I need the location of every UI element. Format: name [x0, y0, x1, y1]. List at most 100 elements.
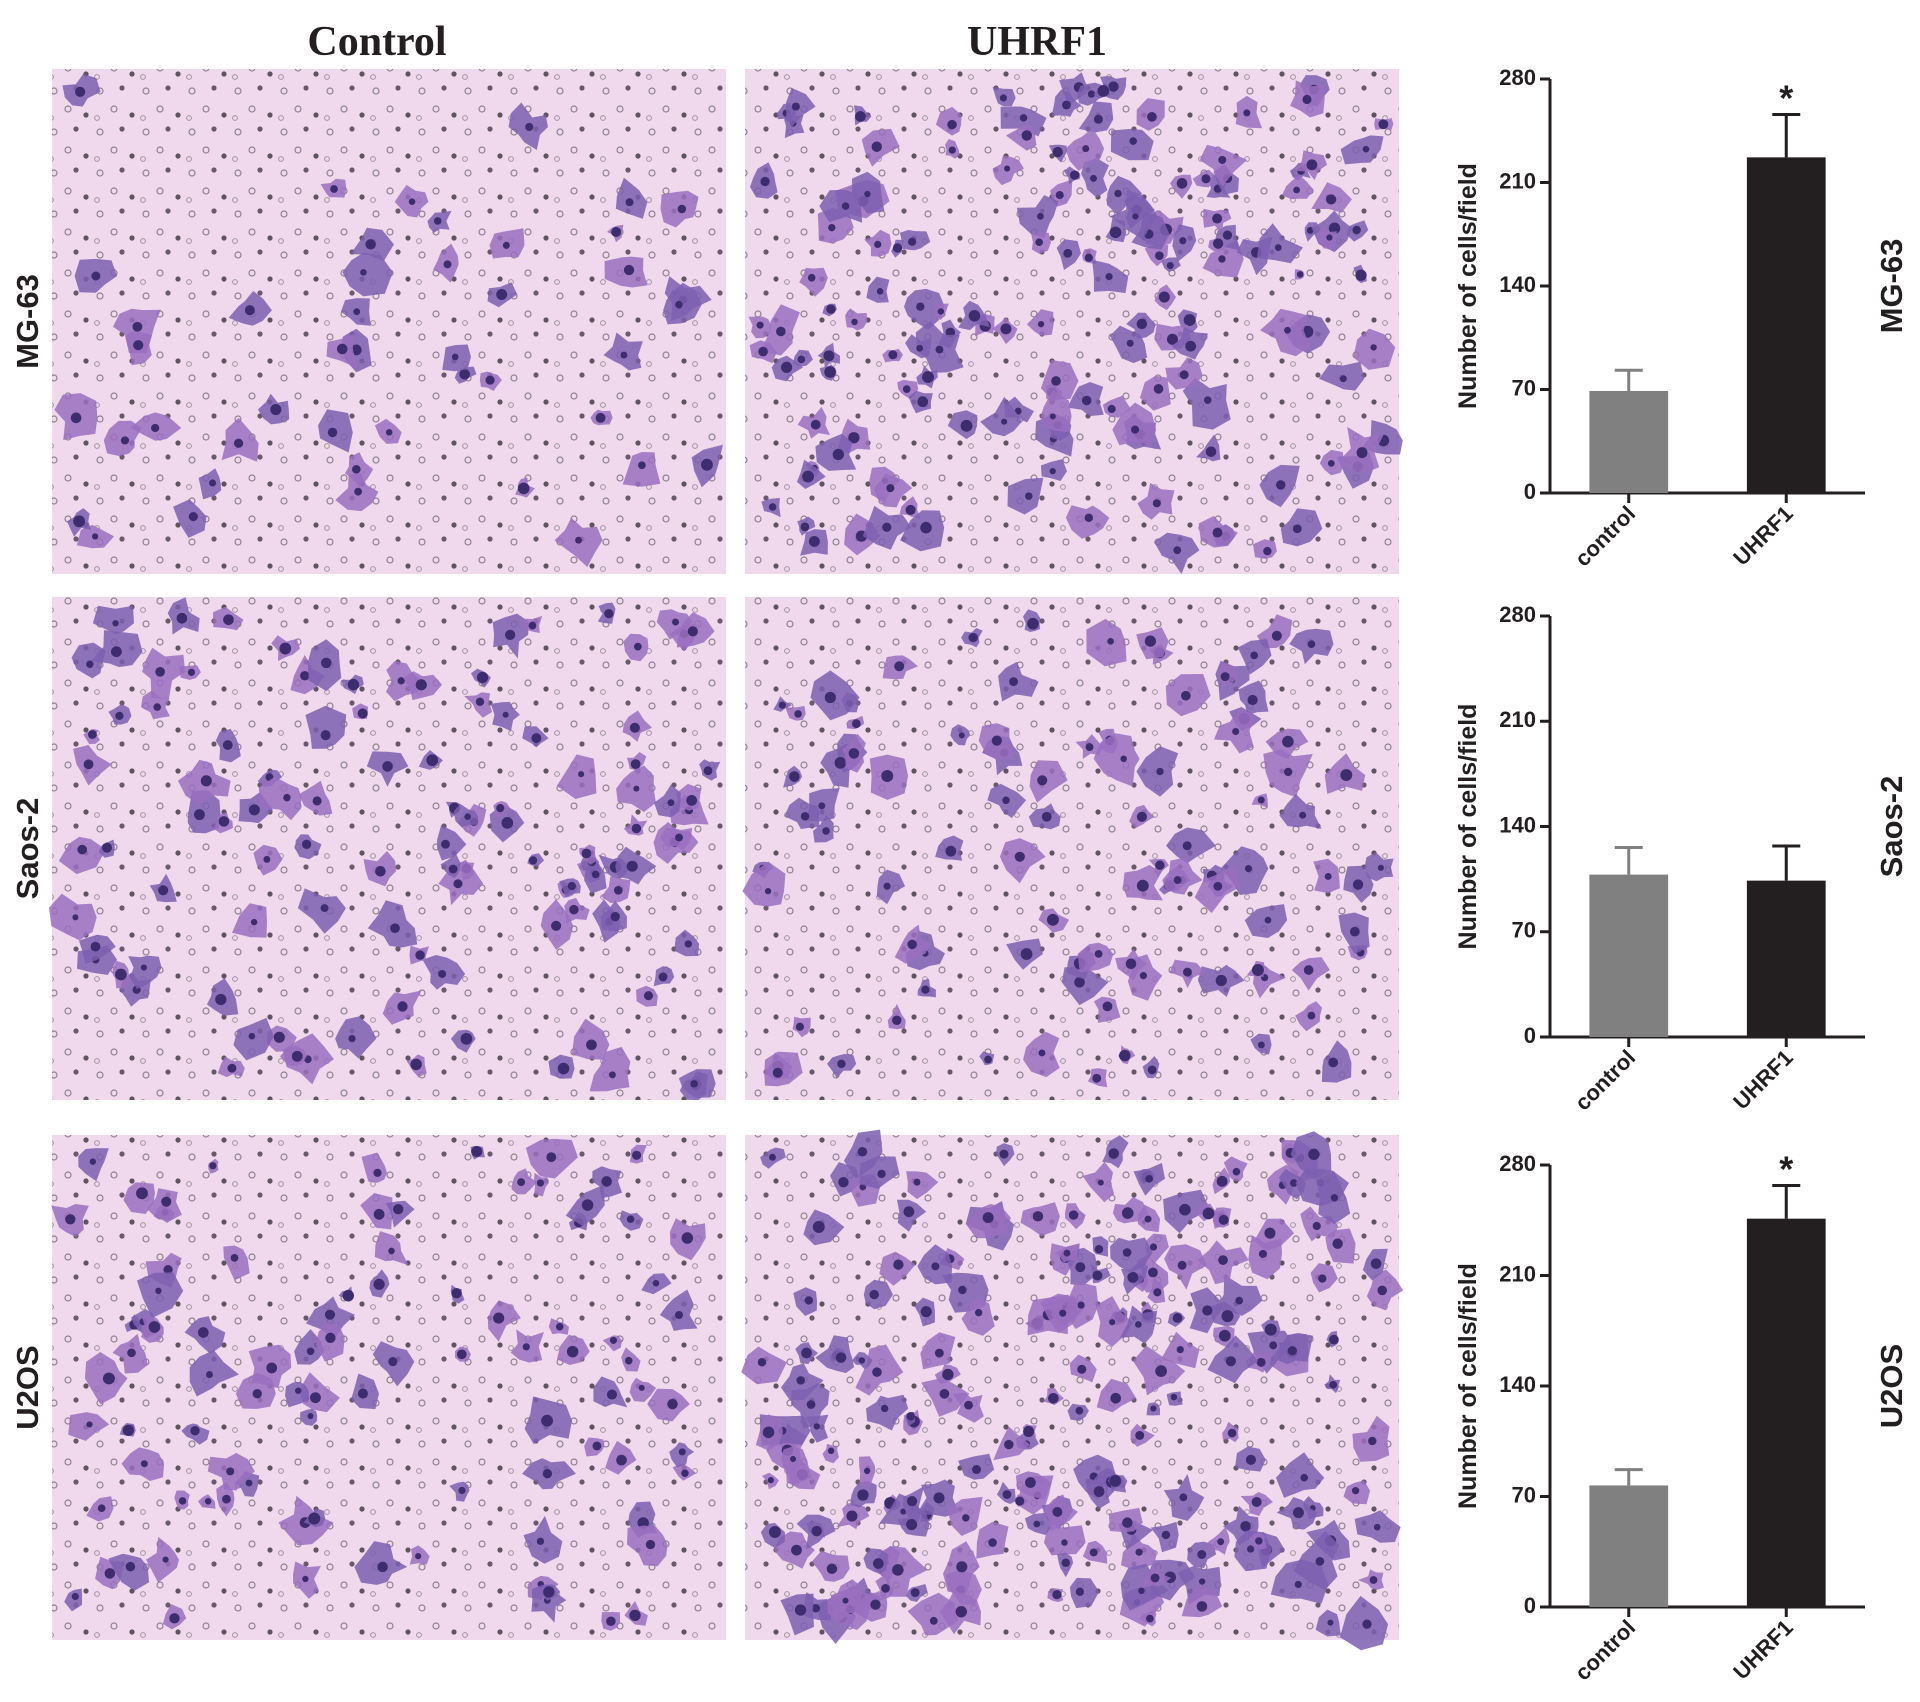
cell-nucleus [1373, 1523, 1381, 1531]
cell-nucleus [1369, 1576, 1378, 1584]
cell-nucleus [1093, 114, 1103, 124]
cell-nucleus [892, 1564, 904, 1576]
y-tick-label: 0 [1524, 479, 1536, 504]
cell-nucleus [133, 340, 144, 351]
chart-label: MG-63 [1874, 239, 1909, 334]
cell-nucleus [1284, 326, 1291, 334]
cell-nucleus [888, 350, 898, 360]
micrograph [745, 69, 1403, 574]
cell-nucleus [1052, 146, 1063, 158]
cell-nucleus [324, 1309, 336, 1320]
cell-nucleus [1074, 976, 1085, 988]
stained-cell [876, 869, 906, 905]
cell-nucleus [1077, 1364, 1087, 1374]
cell-nucleus [1299, 811, 1307, 819]
cell-nucleus [1179, 370, 1189, 380]
cell-nucleus [517, 482, 530, 495]
cell-nucleus [791, 102, 800, 111]
cell-nucleus [974, 1308, 983, 1317]
cell-nucleus [795, 1022, 804, 1031]
stained-cell [58, 836, 106, 875]
cell-nucleus [357, 708, 368, 719]
y-tick-label: 0 [1524, 1593, 1536, 1618]
cell-nucleus [791, 1544, 802, 1556]
cell-nucleus [905, 504, 916, 516]
cell-nucleus [408, 198, 416, 205]
cell-nucleus [942, 1368, 954, 1381]
cell-nucleus [701, 458, 713, 471]
cell-nucleus [1292, 1507, 1304, 1519]
micrograph [49, 597, 726, 1100]
cell-nucleus [658, 972, 668, 982]
stained-cell [1220, 846, 1269, 895]
stained-cell [1275, 1452, 1325, 1498]
cell-nucleus [971, 1465, 981, 1475]
cell-nucleus [1222, 230, 1233, 240]
cell-nucleus [864, 190, 871, 198]
cell-nucleus [756, 321, 764, 329]
cell-nucleus [354, 487, 363, 496]
cell-nucleus [608, 1071, 616, 1079]
cell-nucleus [900, 1508, 907, 1515]
cell-nucleus [1002, 1490, 1012, 1499]
cell-nucleus [606, 1389, 618, 1400]
cell-nucleus [1329, 1334, 1339, 1345]
cell-nucleus [768, 1526, 781, 1539]
cell-nucleus [667, 799, 675, 807]
cell-nucleus [1094, 949, 1103, 958]
cell-nucleus [827, 1447, 835, 1455]
cell-nucleus [1122, 1248, 1132, 1257]
cell-nucleus [1218, 1255, 1228, 1265]
cell-nucleus [892, 1015, 902, 1025]
stained-cell [786, 87, 816, 128]
cell-nucleus [1052, 1590, 1062, 1600]
cell-nucleus [453, 879, 463, 889]
cell-nucleus [104, 1568, 116, 1579]
cell-nucleus [1015, 1496, 1025, 1506]
cell-nucleus [222, 1494, 231, 1504]
stained-cell [1040, 390, 1072, 433]
cell-nucleus [810, 419, 821, 430]
cell-nucleus [581, 1199, 594, 1211]
cell-nucleus [842, 1597, 849, 1604]
cell-nucleus [1356, 447, 1368, 459]
cell-nucleus [872, 1367, 882, 1377]
cell-nucleus [872, 1558, 884, 1569]
cell-nucleus [1218, 155, 1227, 164]
cell-nucleus [448, 864, 458, 874]
cell-nucleus [1202, 1305, 1213, 1316]
y-tick-label: 210 [1499, 1261, 1536, 1286]
stained-cell [1061, 966, 1109, 1006]
x-tick-label: control [1570, 1045, 1640, 1115]
cell-nucleus [148, 1321, 161, 1333]
cell-nucleus [913, 1178, 921, 1186]
cell-nucleus [823, 350, 835, 362]
cell-nucleus [826, 304, 836, 314]
cell-nucleus [230, 1253, 239, 1262]
column-header: Control [307, 19, 446, 65]
cell-nucleus [1108, 81, 1119, 92]
cell-nucleus [1221, 1310, 1234, 1323]
cell-nucleus [645, 1539, 656, 1550]
cell-nucleus [780, 361, 793, 373]
cell-nucleus [1332, 1238, 1343, 1249]
cell-nucleus [631, 823, 642, 834]
cell-nucleus [606, 1616, 616, 1626]
cell-nucleus [595, 412, 606, 423]
cell-nucleus [863, 1467, 871, 1475]
cell-nucleus [1032, 1211, 1044, 1222]
cell-nucleus [762, 1426, 775, 1439]
cell-nucleus [1121, 1207, 1134, 1219]
cell-nucleus [760, 176, 770, 187]
micrograph [742, 597, 1399, 1100]
cell-nucleus [667, 1398, 678, 1410]
cell-nucleus [1179, 1203, 1191, 1216]
y-tick-label: 0 [1524, 1023, 1536, 1048]
cell-nucleus [1156, 767, 1164, 776]
cell-nucleus [373, 1168, 382, 1177]
cell-nucleus [388, 1357, 398, 1367]
cell-nucleus [920, 1306, 932, 1318]
cell-nucleus [633, 785, 640, 792]
column-header: UHRF1 [967, 19, 1107, 65]
cell-nucleus [471, 1145, 483, 1158]
